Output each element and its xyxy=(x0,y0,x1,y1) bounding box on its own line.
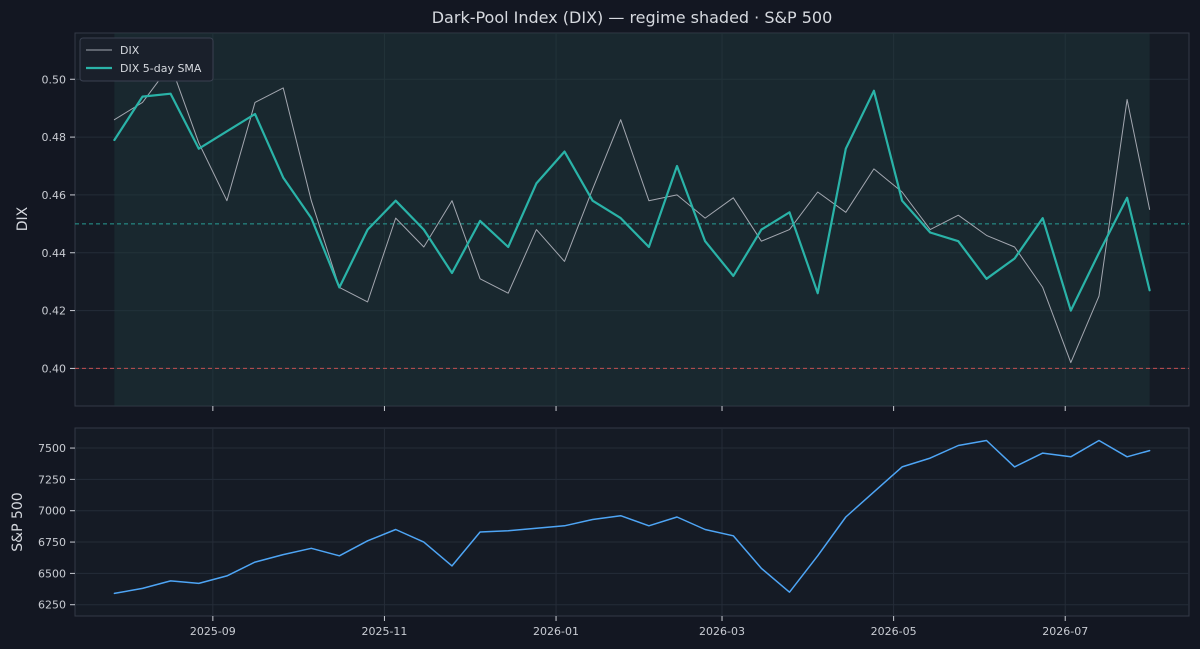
dix-plot-area xyxy=(74,32,1190,407)
series-line-dix-5-day-sma xyxy=(113,89,1151,312)
spx-series xyxy=(113,439,1151,595)
legend-label-sma: DIX 5-day SMA xyxy=(120,62,202,75)
legend: DIX DIX 5-day SMA xyxy=(79,37,214,82)
spx-y-tick-label: 7000 xyxy=(38,505,66,518)
series-line-s-p-500 xyxy=(113,439,1151,595)
x-tick-label: 2025-11 xyxy=(361,625,407,638)
dix-y-tick-label: 0.46 xyxy=(42,189,67,202)
x-axis-ticks: 2025-09 2025-11 2026-01 2026-03 2026-05 2026-… xyxy=(190,406,1088,638)
dix-y-tick-label: 0.48 xyxy=(42,131,67,144)
dix-y-axis-label: DIX xyxy=(15,206,31,231)
dix-y-tick-label: 0.42 xyxy=(42,305,67,318)
x-tick-label: 2026-01 xyxy=(533,625,579,638)
spx-grid xyxy=(75,428,1189,616)
x-tick-label: 2025-09 xyxy=(190,625,236,638)
spx-y-tick-label: 6750 xyxy=(38,536,66,549)
reference-lines xyxy=(75,223,1189,369)
dix-y-ticks: 0.40 0.42 0.44 0.46 0.48 0.50 xyxy=(42,73,75,375)
x-tick-label: 2026-03 xyxy=(699,625,745,638)
chart-title: Dark-Pool Index (DIX) — regime shaded · … xyxy=(432,8,833,27)
legend-box xyxy=(79,37,214,82)
dix-y-tick-label: 0.50 xyxy=(42,73,67,86)
spx-y-ticks: 6250 6500 6750 7000 7250 7500 xyxy=(38,442,75,612)
spx-y-tick-label: 6250 xyxy=(38,599,66,612)
spx-y-tick-label: 7500 xyxy=(38,442,66,455)
dix-series xyxy=(113,64,1151,364)
regime-shade xyxy=(114,33,1150,406)
x-tick-label: 2026-05 xyxy=(871,625,917,638)
spx-plot-area xyxy=(74,427,1190,617)
series-line-dix xyxy=(113,64,1151,364)
dix-y-tick-label: 0.40 xyxy=(42,362,67,375)
dix-grid xyxy=(75,33,1189,406)
spx-y-axis-label: S&P 500 xyxy=(10,492,26,551)
spx-y-tick-label: 6500 xyxy=(38,567,66,580)
x-tick-label: 2026-07 xyxy=(1042,625,1088,638)
legend-label-dix: DIX xyxy=(120,44,140,57)
dix-y-tick-label: 0.44 xyxy=(42,247,67,260)
spx-y-tick-label: 7250 xyxy=(38,473,66,486)
